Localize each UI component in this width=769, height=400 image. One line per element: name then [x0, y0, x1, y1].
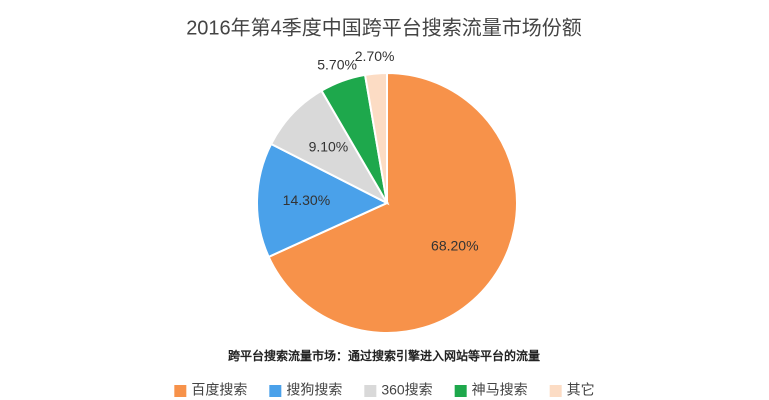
legend-label: 其它 [567, 382, 595, 398]
pie-slice [256, 142, 390, 259]
legend-label: 神马搜索 [472, 382, 528, 398]
legend: 百度搜索 搜狗搜索 360搜索 神马搜索 其它 [174, 382, 595, 398]
legend-swatch [269, 385, 282, 397]
legend-label: 360搜索 [381, 382, 432, 398]
data-label: 14.30% [283, 192, 330, 208]
legend-swatch [364, 385, 377, 397]
data-label: 5.70% [317, 56, 357, 72]
legend-swatch [454, 385, 467, 397]
chart-title: 2016年第4季度中国跨平台搜索流量市场份额 [186, 16, 582, 39]
data-label: 9.10% [309, 138, 349, 154]
legend-swatch [549, 385, 562, 397]
legend-label: 百度搜索 [191, 382, 247, 398]
pie-slice [363, 71, 388, 204]
data-label: 2.70% [355, 48, 395, 64]
data-label: 68.20% [431, 237, 478, 253]
pie-slice [267, 71, 518, 334]
chart-note: 跨平台搜索流量市场：通过搜索引擎进入网站等平台的流量 [228, 348, 540, 363]
legend-label: 搜狗搜索 [286, 382, 342, 398]
legend-swatch [174, 385, 187, 397]
